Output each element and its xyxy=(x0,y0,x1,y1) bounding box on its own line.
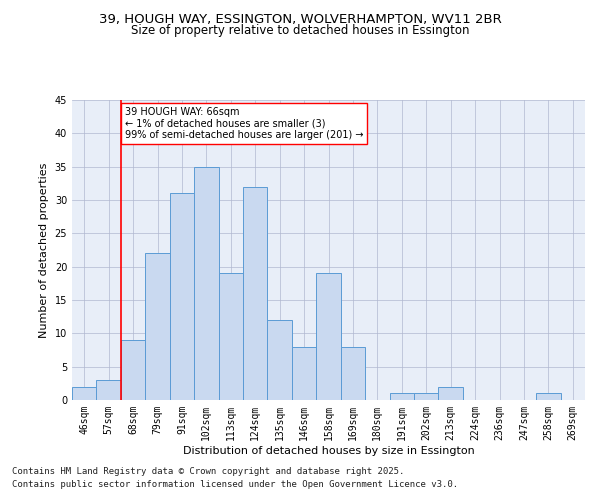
Bar xyxy=(145,254,170,400)
Bar xyxy=(316,274,341,400)
Bar xyxy=(121,340,145,400)
Text: 39, HOUGH WAY, ESSINGTON, WOLVERHAMPTON, WV11 2BR: 39, HOUGH WAY, ESSINGTON, WOLVERHAMPTON,… xyxy=(98,12,502,26)
Bar xyxy=(194,166,218,400)
Text: Contains HM Land Registry data © Crown copyright and database right 2025.: Contains HM Land Registry data © Crown c… xyxy=(12,467,404,476)
Text: 39 HOUGH WAY: 66sqm
← 1% of detached houses are smaller (3)
99% of semi-detached: 39 HOUGH WAY: 66sqm ← 1% of detached hou… xyxy=(125,106,363,140)
Bar xyxy=(170,194,194,400)
Bar xyxy=(439,386,463,400)
Bar xyxy=(72,386,97,400)
X-axis label: Distribution of detached houses by size in Essington: Distribution of detached houses by size … xyxy=(182,446,475,456)
Bar xyxy=(536,394,560,400)
Bar xyxy=(292,346,316,400)
Bar xyxy=(414,394,439,400)
Text: Contains public sector information licensed under the Open Government Licence v3: Contains public sector information licen… xyxy=(12,480,458,489)
Bar xyxy=(341,346,365,400)
Bar xyxy=(243,186,268,400)
Bar xyxy=(97,380,121,400)
Y-axis label: Number of detached properties: Number of detached properties xyxy=(39,162,49,338)
Bar xyxy=(389,394,414,400)
Bar xyxy=(268,320,292,400)
Bar xyxy=(218,274,243,400)
Text: Size of property relative to detached houses in Essington: Size of property relative to detached ho… xyxy=(131,24,469,37)
